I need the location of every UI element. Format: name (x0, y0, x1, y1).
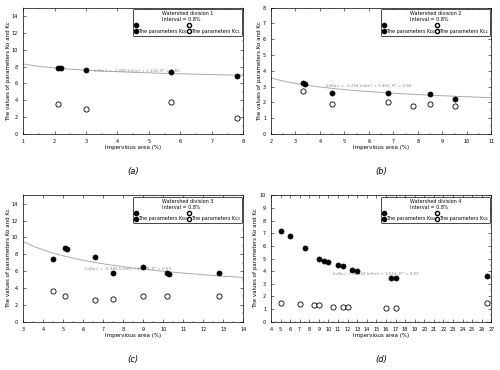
Point (54, 101, 62, 107)
Point (54, 65, 62, 71)
Text: ln(Ko₁) = -0.085 ln(Im) + 2.118, R² = 0.85: ln(Ko₁) = -0.085 ln(Im) + 2.118, R² = 0.… (94, 69, 180, 73)
Point (61, 293, 69, 299)
Point (139, 293, 147, 299)
Point (164, 270, 172, 276)
Point (329, 304, 337, 310)
Point (276, 228, 284, 234)
Point (109, 296, 117, 302)
Point (286, 233, 294, 239)
Point (167, 69, 175, 75)
Point (301, 81, 309, 87)
Point (276, 300, 284, 306)
Text: (a): (a) (128, 167, 139, 176)
Point (320, 258, 328, 264)
Legend: , The parameters Ko₃, , The parameters Kc₃: , The parameters Ko₃, , The parameters K… (132, 197, 242, 223)
Point (233, 73, 241, 79)
Point (300, 245, 308, 251)
Y-axis label: The values of parameters Ko and Kc: The values of parameters Ko and Kc (256, 21, 262, 121)
Point (384, 90, 392, 96)
Point (426, 101, 434, 107)
Point (324, 259, 332, 265)
Text: (b): (b) (375, 167, 387, 176)
Point (310, 302, 318, 308)
Point (334, 262, 342, 268)
Text: (d): (d) (375, 355, 387, 364)
X-axis label: Impervious area (%): Impervious area (%) (353, 333, 409, 338)
Point (299, 88, 307, 94)
Point (216, 293, 224, 299)
Point (82, 106, 90, 112)
Point (63, 246, 71, 252)
Point (61, 245, 69, 250)
Point (328, 101, 336, 107)
Point (49, 289, 57, 295)
Point (91, 297, 99, 303)
Point (166, 271, 173, 277)
Point (384, 100, 392, 105)
Point (382, 305, 390, 311)
Y-axis label: The values of parameters Ko and Kc: The values of parameters Ko and Kc (254, 209, 258, 309)
Point (167, 99, 175, 105)
Point (409, 102, 417, 108)
Text: ln(Ko₂) = -0.254 ln(Im) + 1.442, R² = 0.66: ln(Ko₂) = -0.254 ln(Im) + 1.442, R² = 0.… (326, 84, 412, 88)
Point (339, 304, 347, 310)
Text: ln(Ko₄) = -0.343 ln(Im) + 3.514, R² = 0.69: ln(Ko₄) = -0.343 ln(Im) + 3.514, R² = 0.… (332, 272, 418, 276)
Point (233, 115, 241, 121)
Point (450, 102, 458, 108)
Y-axis label: The values of parameters Ko and Kc: The values of parameters Ko and Kc (6, 209, 10, 309)
Legend: , The parameters Ko₁, , The parameters Kc₁: , The parameters Ko₁, , The parameters K… (133, 9, 242, 36)
Point (315, 256, 323, 262)
Point (450, 96, 458, 102)
Point (164, 293, 172, 299)
Point (392, 275, 400, 280)
Point (91, 254, 99, 260)
Point (57, 65, 65, 71)
Point (49, 256, 57, 262)
Point (216, 270, 224, 276)
X-axis label: Impervious area (%): Impervious area (%) (105, 333, 162, 338)
Point (296, 301, 304, 307)
Point (315, 302, 323, 308)
Legend: , The parameters Ko₂, , The parameters Kc₂: , The parameters Ko₂, , The parameters K… (381, 9, 490, 36)
Point (482, 273, 490, 279)
Y-axis label: The values of parameters Ko and Kc: The values of parameters Ko and Kc (6, 21, 10, 121)
Point (482, 300, 490, 306)
Point (139, 264, 147, 270)
Point (426, 91, 434, 97)
Point (339, 263, 347, 269)
Point (353, 268, 361, 274)
Point (109, 270, 117, 276)
Text: ln(Ko₃) = -0.386 ln(Im) + 2.679, R² = 0.63: ln(Ko₃) = -0.386 ln(Im) + 2.679, R² = 0.… (85, 267, 171, 271)
Text: (c): (c) (128, 355, 139, 364)
X-axis label: Impervious area (%): Impervious area (%) (105, 145, 162, 150)
Point (392, 305, 400, 311)
Point (328, 90, 336, 96)
Legend: , The parameters Ko₄, , The parameters Kc₄: , The parameters Ko₄, , The parameters K… (381, 197, 490, 223)
Point (386, 275, 394, 280)
Point (344, 304, 351, 310)
Point (299, 80, 307, 86)
Point (348, 267, 356, 273)
Point (82, 67, 90, 73)
X-axis label: Impervious area (%): Impervious area (%) (353, 145, 409, 150)
